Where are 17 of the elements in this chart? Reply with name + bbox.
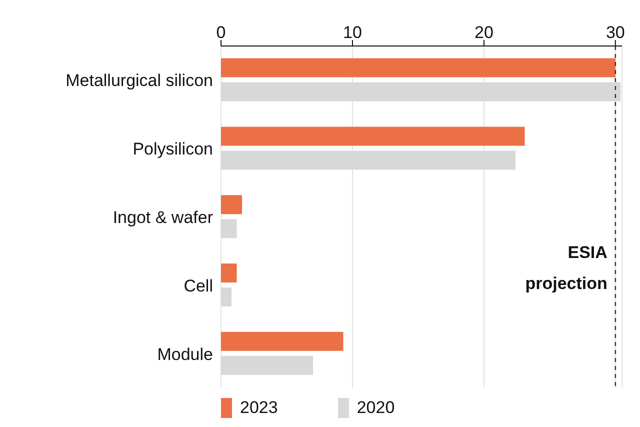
ref-line-label: ESIA projection bbox=[525, 243, 608, 294]
x-tick-label: 20 bbox=[474, 23, 494, 42]
legend-label: 2023 bbox=[240, 398, 278, 418]
legend-label: 2020 bbox=[356, 398, 395, 418]
x-tick-label: 10 bbox=[343, 23, 362, 42]
bar bbox=[221, 195, 242, 214]
y-tick-label: Module bbox=[157, 344, 213, 364]
bar bbox=[221, 332, 344, 351]
y-tick-label: Metallurgical silicon bbox=[66, 71, 213, 90]
y-tick-label: Ingot & wafer bbox=[112, 208, 214, 228]
bar bbox=[221, 58, 616, 78]
x-tick-label: 30 bbox=[606, 23, 625, 42]
x-tick-label: 0 bbox=[216, 23, 226, 42]
y-tick-label: Cell bbox=[184, 276, 213, 296]
bar bbox=[221, 264, 237, 283]
y-tick-label: Polysilicon bbox=[132, 140, 213, 159]
bar bbox=[221, 126, 525, 146]
